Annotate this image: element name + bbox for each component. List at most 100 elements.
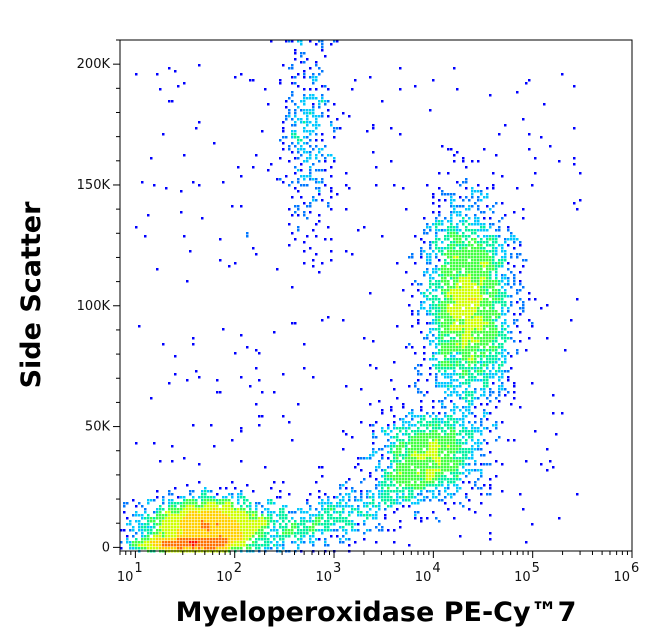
density-dot bbox=[402, 289, 405, 292]
density-dot bbox=[348, 493, 351, 496]
density-dot bbox=[471, 337, 474, 340]
density-dot bbox=[447, 253, 450, 256]
density-dot bbox=[249, 526, 252, 529]
density-dot bbox=[483, 241, 486, 244]
density-dot bbox=[447, 325, 450, 328]
density-dot bbox=[141, 541, 144, 544]
density-dot bbox=[441, 469, 444, 472]
density-dot bbox=[261, 130, 264, 133]
density-dot bbox=[471, 283, 474, 286]
density-dot bbox=[411, 463, 414, 466]
density-dot bbox=[447, 307, 450, 310]
density-dot bbox=[408, 448, 411, 451]
density-dot bbox=[162, 535, 165, 538]
density-dot bbox=[513, 274, 516, 277]
density-dot bbox=[498, 343, 501, 346]
density-dot bbox=[483, 301, 486, 304]
density-dot bbox=[435, 433, 438, 436]
density-dot bbox=[378, 481, 381, 484]
density-dot bbox=[465, 310, 468, 313]
density-dot bbox=[366, 493, 369, 496]
density-dot bbox=[459, 214, 462, 217]
density-dot bbox=[429, 259, 432, 262]
density-dot bbox=[426, 298, 429, 301]
density-dot bbox=[225, 541, 228, 544]
density-dot bbox=[420, 481, 423, 484]
density-dot bbox=[324, 538, 327, 541]
density-dot bbox=[441, 316, 444, 319]
density-dot bbox=[333, 523, 336, 526]
density-dot bbox=[336, 517, 339, 520]
density-dot bbox=[414, 448, 417, 451]
density-dot bbox=[420, 430, 423, 433]
density-dot bbox=[222, 523, 225, 526]
density-dot bbox=[171, 523, 174, 526]
density-dot bbox=[429, 331, 432, 334]
density-dot bbox=[144, 526, 147, 529]
density-dot bbox=[327, 205, 330, 208]
density-dot bbox=[495, 475, 498, 478]
density-dot bbox=[450, 274, 453, 277]
density-dot bbox=[435, 472, 438, 475]
density-dot bbox=[411, 409, 414, 412]
density-dot bbox=[237, 520, 240, 523]
density-dot bbox=[462, 481, 465, 484]
density-dot bbox=[480, 250, 483, 253]
density-dot bbox=[270, 517, 273, 520]
density-dot bbox=[360, 469, 363, 472]
density-dot bbox=[522, 208, 525, 211]
density-dot bbox=[444, 448, 447, 451]
density-dot bbox=[255, 508, 258, 511]
density-dot bbox=[369, 454, 372, 457]
density-dot bbox=[150, 532, 153, 535]
density-dot bbox=[198, 520, 201, 523]
density-dot bbox=[438, 364, 441, 367]
density-dot bbox=[198, 505, 201, 508]
density-dot bbox=[486, 427, 489, 430]
density-dot bbox=[519, 331, 522, 334]
density-dot bbox=[405, 457, 408, 460]
density-dot bbox=[423, 484, 426, 487]
density-dot bbox=[387, 427, 390, 430]
density-dot bbox=[159, 541, 162, 544]
density-dot bbox=[444, 352, 447, 355]
density-dot bbox=[156, 511, 159, 514]
density-dot bbox=[465, 391, 468, 394]
density-dot bbox=[165, 523, 168, 526]
density-dot bbox=[492, 211, 495, 214]
density-dot bbox=[483, 256, 486, 259]
density-dot bbox=[135, 514, 138, 517]
density-dot bbox=[441, 334, 444, 337]
density-dot bbox=[312, 532, 315, 535]
density-dot bbox=[495, 355, 498, 358]
density-dot bbox=[441, 439, 444, 442]
density-dot bbox=[420, 475, 423, 478]
density-dot bbox=[270, 499, 273, 502]
density-dot bbox=[312, 523, 315, 526]
density-dot bbox=[450, 493, 453, 496]
density-dot bbox=[432, 352, 435, 355]
density-dot bbox=[276, 532, 279, 535]
density-dot bbox=[174, 529, 177, 532]
density-dot bbox=[471, 271, 474, 274]
density-dot bbox=[129, 523, 132, 526]
density-dot bbox=[318, 193, 321, 196]
density-dot bbox=[471, 400, 474, 403]
density-dot bbox=[381, 499, 384, 502]
density-dot bbox=[303, 97, 306, 100]
density-dot bbox=[252, 535, 255, 538]
density-dot bbox=[219, 259, 222, 262]
density-dot bbox=[483, 388, 486, 391]
density-dot bbox=[252, 541, 255, 544]
density-dot bbox=[135, 541, 138, 544]
density-dot bbox=[228, 517, 231, 520]
density-dot bbox=[327, 202, 330, 205]
density-dot bbox=[420, 256, 423, 259]
density-dot bbox=[141, 547, 144, 550]
density-dot bbox=[399, 472, 402, 475]
x-tick-exponent: 1 bbox=[134, 561, 142, 576]
density-dot bbox=[390, 496, 393, 499]
density-dot bbox=[363, 502, 366, 505]
density-dot bbox=[342, 112, 345, 115]
density-dot bbox=[306, 502, 309, 505]
